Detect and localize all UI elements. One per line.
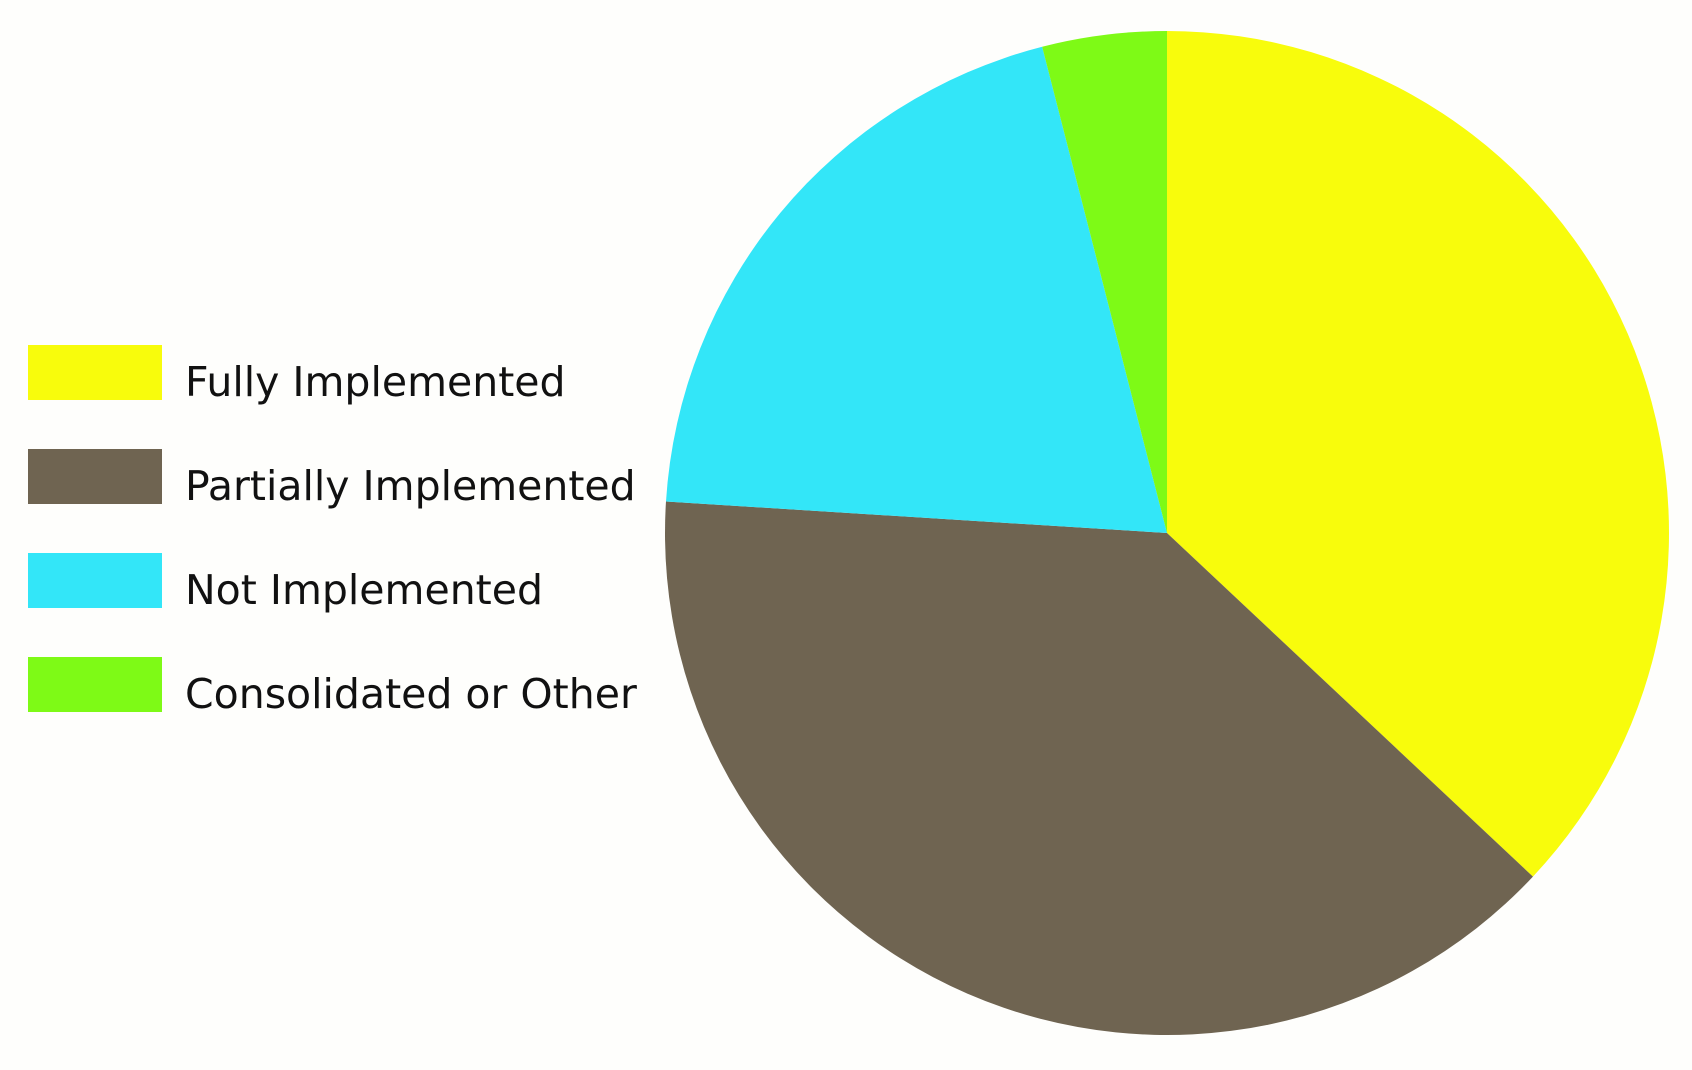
pie-slice xyxy=(665,46,1167,534)
legend-swatch xyxy=(28,657,162,712)
pie-slice xyxy=(1042,31,1167,533)
legend-swatch xyxy=(28,345,162,400)
pie-slice xyxy=(1167,31,1670,877)
legend-label: Partially Implemented xyxy=(185,462,636,510)
legend-label: Consolidated or Other xyxy=(185,670,637,718)
pie-slice xyxy=(665,501,1533,1035)
legend-label: Not Implemented xyxy=(185,566,543,614)
legend-label: Fully Implemented xyxy=(185,358,566,406)
legend-swatch xyxy=(28,449,162,504)
legend-swatch xyxy=(28,553,162,608)
